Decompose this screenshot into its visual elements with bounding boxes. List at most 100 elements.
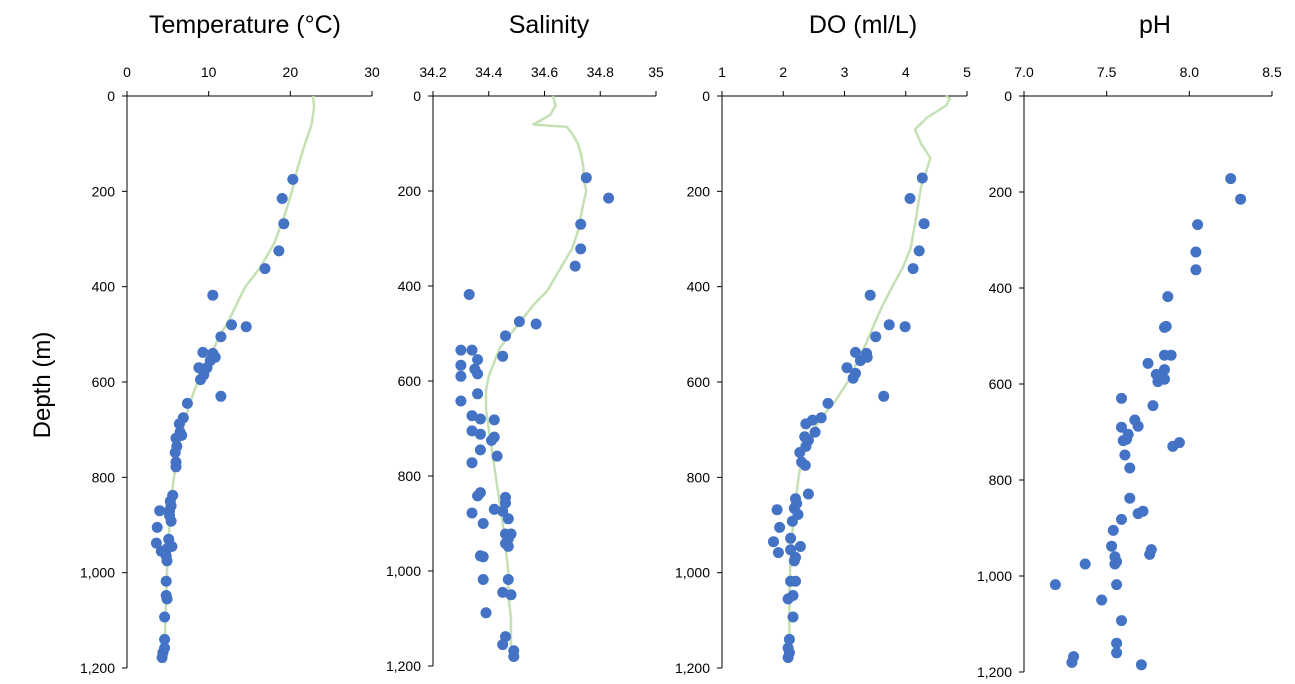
data-point bbox=[864, 289, 876, 301]
data-point bbox=[907, 263, 919, 275]
data-point bbox=[783, 633, 795, 645]
data-point bbox=[883, 319, 895, 331]
data-point bbox=[273, 245, 285, 257]
data-point bbox=[474, 413, 486, 425]
data-point bbox=[794, 541, 806, 552]
y-tick-label: 400 bbox=[989, 280, 1013, 296]
data-point bbox=[240, 321, 252, 333]
panel-title: Temperature (°C) bbox=[149, 11, 341, 39]
x-tick-label: 1 bbox=[718, 64, 726, 80]
y-tick-label: 400 bbox=[398, 278, 422, 294]
y-tick-label: 0 bbox=[702, 88, 710, 104]
panel-3: DO (ml/L) 1 2 3 4 5 0 200 400 600 800 1,000 1,200 bbox=[675, 11, 971, 676]
data-point bbox=[455, 344, 467, 356]
data-point bbox=[195, 374, 206, 386]
panel-4: pH 7.0 7.5 8.0 8.5 0 200 400 600 800 1,000 1,200 bbox=[977, 11, 1282, 680]
data-point bbox=[508, 651, 520, 662]
data-point bbox=[1147, 400, 1159, 412]
x-tick-label: 5 bbox=[963, 64, 971, 80]
data-point bbox=[497, 505, 509, 517]
y-tick-label: 600 bbox=[989, 376, 1013, 392]
data-point bbox=[159, 611, 171, 623]
data-point bbox=[1159, 349, 1170, 361]
data-point bbox=[486, 434, 497, 446]
x-tick-label: 34.2 bbox=[419, 64, 446, 80]
data-point bbox=[169, 447, 181, 458]
x-tick-label: 34.6 bbox=[531, 64, 558, 80]
data-point bbox=[580, 172, 592, 184]
x-tick-label: 35 bbox=[648, 64, 664, 80]
data-point bbox=[159, 633, 171, 645]
data-point bbox=[850, 346, 861, 358]
data-point bbox=[782, 652, 794, 663]
data-point bbox=[1190, 246, 1202, 258]
data-point bbox=[160, 575, 172, 587]
y-tick-label: 200 bbox=[687, 183, 711, 199]
data-point bbox=[1119, 449, 1131, 461]
data-point bbox=[488, 414, 500, 426]
x-tick-label: 8.0 bbox=[1180, 64, 1200, 80]
data-point bbox=[226, 319, 237, 331]
data-point bbox=[847, 372, 859, 384]
data-point bbox=[502, 540, 514, 552]
data-point bbox=[502, 574, 514, 585]
data-point bbox=[575, 243, 587, 255]
y-tick-label: 1,200 bbox=[675, 660, 710, 676]
data-point bbox=[472, 490, 484, 502]
x-tick-label: 0 bbox=[123, 64, 131, 80]
data-point bbox=[466, 425, 478, 437]
data-point bbox=[1167, 440, 1179, 452]
data-point bbox=[466, 344, 478, 356]
x-tick-label: 34.4 bbox=[475, 64, 502, 80]
y-tick-label: 1,200 bbox=[80, 660, 115, 676]
panel-1: Temperature (°C) 0 10 20 30 0 200 400 600 800 1,00… bbox=[80, 11, 380, 676]
x-tick-label: 2 bbox=[779, 64, 787, 80]
data-point bbox=[916, 172, 928, 184]
data-point bbox=[799, 459, 811, 471]
data-point bbox=[790, 575, 801, 587]
data-point bbox=[913, 245, 925, 257]
data-point bbox=[472, 368, 484, 380]
y-axis-label: Depth (m) bbox=[29, 332, 56, 439]
y-tick-label: 400 bbox=[687, 279, 711, 295]
data-point bbox=[170, 461, 182, 473]
panel-title: DO (ml/L) bbox=[809, 11, 917, 39]
data-point bbox=[477, 518, 489, 529]
data-point bbox=[1159, 364, 1170, 376]
data-point bbox=[466, 457, 478, 469]
data-point bbox=[491, 450, 503, 462]
panel-title: pH bbox=[1139, 11, 1171, 39]
x-tick-label: 20 bbox=[283, 64, 299, 80]
data-point bbox=[788, 555, 800, 567]
data-point bbox=[1111, 647, 1123, 659]
data-point bbox=[786, 515, 798, 527]
data-point bbox=[1124, 462, 1136, 474]
data-point bbox=[455, 370, 467, 382]
data-point bbox=[1049, 579, 1061, 591]
data-point bbox=[782, 593, 794, 605]
data-point bbox=[1117, 435, 1129, 447]
data-point bbox=[197, 346, 209, 358]
data-point bbox=[772, 547, 784, 559]
data-point bbox=[1066, 656, 1078, 668]
data-point bbox=[259, 263, 271, 275]
data-point bbox=[1159, 321, 1170, 333]
data-point bbox=[1109, 558, 1121, 570]
data-point bbox=[822, 397, 834, 409]
y-tick-label: 0 bbox=[413, 88, 421, 104]
data-point bbox=[477, 574, 489, 585]
data-point bbox=[1190, 264, 1202, 276]
data-point bbox=[870, 331, 882, 343]
data-point bbox=[500, 330, 511, 342]
data-point bbox=[1235, 193, 1247, 205]
data-point bbox=[513, 316, 525, 328]
data-point bbox=[463, 289, 475, 300]
data-point bbox=[466, 507, 478, 519]
y-tick-label: 800 bbox=[989, 472, 1013, 488]
data-point bbox=[1107, 524, 1119, 536]
x-tick-label: 4 bbox=[902, 64, 910, 80]
data-point bbox=[1135, 659, 1147, 671]
x-tick-label: 30 bbox=[364, 64, 380, 80]
data-point bbox=[181, 397, 193, 409]
